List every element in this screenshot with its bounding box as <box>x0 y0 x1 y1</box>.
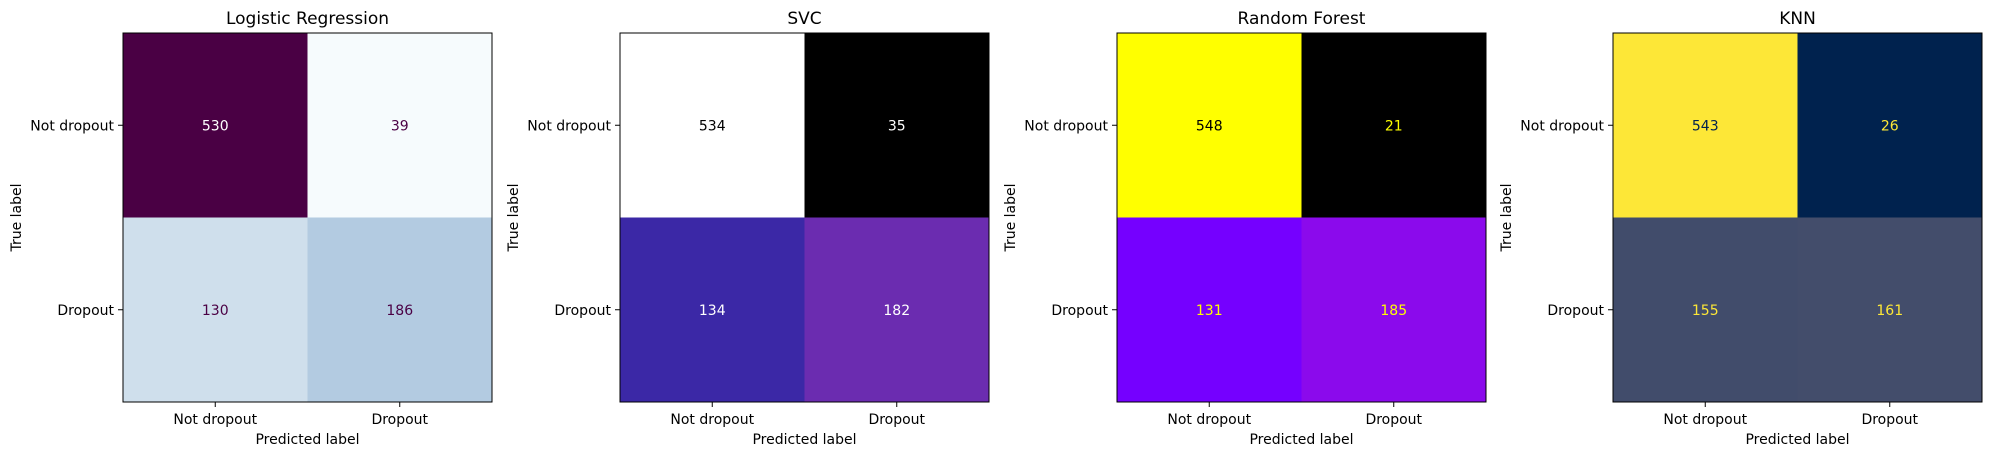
matrix-cell <box>307 33 492 218</box>
cell-value-label: 543 <box>1692 118 1719 134</box>
y-tick-label: Not dropout <box>1520 118 1604 134</box>
y-tick-label: Dropout <box>554 303 611 319</box>
x-tick-label: Not dropout <box>1167 412 1251 428</box>
cell-value-label: 35 <box>888 118 906 134</box>
matrix-cell <box>1301 33 1486 218</box>
axes-frame <box>619 32 990 403</box>
matrix-cell <box>1797 33 1982 218</box>
cell-value-label: 130 <box>202 303 229 319</box>
y-tick-label: Not dropout <box>1024 118 1108 134</box>
cell-value-label: 21 <box>1385 118 1403 134</box>
x-tick-label: Dropout <box>868 412 925 428</box>
confusion-matrix-panel-knn: 543 26 155 161 Not dropout Dropout Not dropout… <box>1499 9 1983 448</box>
matrix-cell <box>1613 33 1798 218</box>
y-axis-label: True label <box>1499 183 1515 252</box>
matrix-cell <box>1301 217 1486 402</box>
confusion-matrix-panel-random-forest: 548 21 131 185 Not dropout Dropout Not dropout… <box>1003 9 1487 448</box>
x-tick-label: Not dropout <box>1663 412 1747 428</box>
axes-frame <box>1612 32 1983 403</box>
cell-value-label: 185 <box>1380 303 1407 319</box>
x-axis-label: Predicted label <box>752 432 856 448</box>
y-axis-label: True label <box>9 183 25 252</box>
x-tick-label: Dropout <box>1861 412 1918 428</box>
chart-title: SVC <box>787 9 821 29</box>
cell-value-label: 186 <box>386 303 413 319</box>
x-axis-label: Predicted label <box>1745 432 1849 448</box>
matrix-cell <box>1117 33 1302 218</box>
x-axis-label: Predicted label <box>255 432 359 448</box>
y-tick-label: Dropout <box>57 303 114 319</box>
cell-value-label: 155 <box>1692 303 1719 319</box>
y-tick-label: Dropout <box>1051 303 1108 319</box>
matrix-cell <box>1797 217 1982 402</box>
y-tick-label: Dropout <box>1547 303 1604 319</box>
confusion-matrix-panel-svc: 534 35 134 182 Not dropout Dropout Not dropout… <box>506 9 990 448</box>
cell-value-label: 134 <box>699 303 726 319</box>
x-tick-label: Dropout <box>371 412 428 428</box>
cell-value-label: 182 <box>883 303 910 319</box>
cell-value-label: 534 <box>699 118 726 134</box>
matrix-cell <box>123 33 308 218</box>
x-axis-label: Predicted label <box>1249 432 1353 448</box>
y-tick-label: Not dropout <box>527 118 611 134</box>
matrix-cell <box>804 217 989 402</box>
cell-value-label: 39 <box>391 118 409 134</box>
cell-value-label: 161 <box>1876 303 1903 319</box>
matrix-cell <box>620 33 805 218</box>
cell-value-label: 26 <box>1881 118 1899 134</box>
matrix-cell <box>307 217 492 402</box>
matrix-cell <box>123 217 308 402</box>
matrix-cell <box>804 33 989 218</box>
chart-title: Random Forest <box>1238 9 1366 29</box>
axes-frame <box>122 32 493 403</box>
matrix-cell <box>1117 217 1302 402</box>
chart-title: KNN <box>1779 9 1816 29</box>
confusion-matrix-panel-logistic-regression: 530 39 130 186 Not dropout Dropout Not dropout… <box>9 9 493 448</box>
cell-value-label: 548 <box>1196 118 1223 134</box>
chart-title: Logistic Regression <box>226 9 389 29</box>
x-tick-label: Not dropout <box>670 412 754 428</box>
y-axis-label: True label <box>506 183 522 252</box>
x-tick-label: Not dropout <box>173 412 257 428</box>
matrix-cell <box>1613 217 1798 402</box>
y-axis-label: True label <box>1003 183 1019 252</box>
x-tick-label: Dropout <box>1365 412 1422 428</box>
matrix-cell <box>620 217 805 402</box>
y-tick-label: Not dropout <box>30 118 114 134</box>
cell-value-label: 530 <box>202 118 229 134</box>
cell-value-label: 131 <box>1196 303 1223 319</box>
axes-frame <box>1116 32 1487 403</box>
